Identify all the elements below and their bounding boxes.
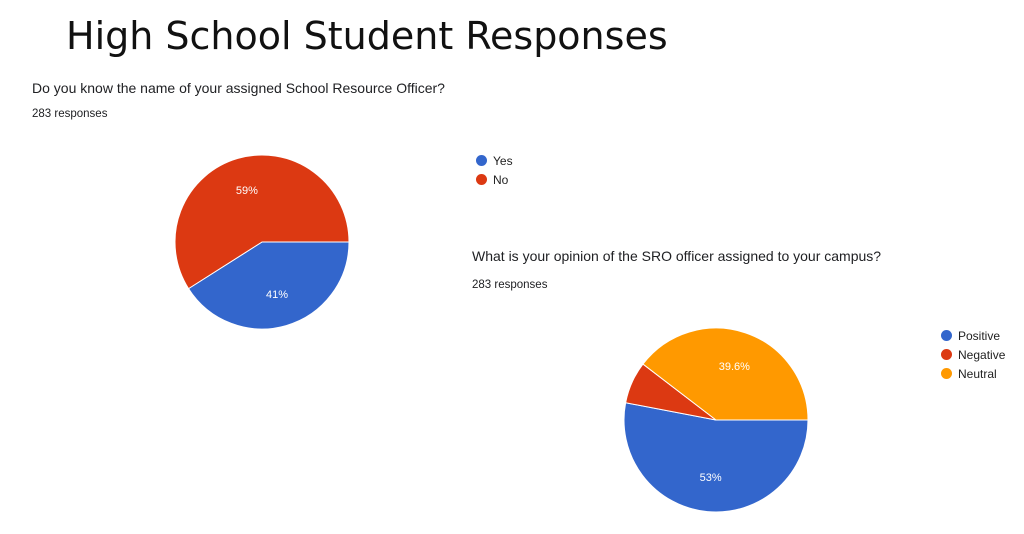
legend-label: Yes	[493, 153, 513, 168]
chart-1-response-count: 283 responses	[32, 108, 108, 120]
chart-1-legend: Yes No	[476, 151, 513, 189]
legend-item-yes: Yes	[476, 151, 513, 170]
legend-item-no: No	[476, 170, 513, 189]
chart-2-question: What is your opinion of the SRO officer …	[472, 248, 882, 264]
legend-swatch	[476, 174, 487, 185]
legend-label: Positive	[958, 328, 1001, 343]
pie-label-yes: 41%	[266, 289, 288, 301]
chart-1-question: Do you know the name of your assigned Sc…	[32, 80, 445, 96]
slide-title: High School Student Responses	[66, 14, 668, 58]
legend-swatch	[476, 155, 487, 166]
legend-swatch	[941, 349, 952, 360]
legend-swatch	[941, 368, 952, 379]
pie-label-neutral: 39.6%	[719, 361, 750, 373]
chart-2-response-count: 283 responses	[472, 279, 548, 291]
pie-label-positive: 53%	[700, 472, 722, 484]
legend-label: Neutral	[958, 366, 997, 381]
pie-slice-neutral	[642, 327, 809, 421]
pie-label-no: 59%	[236, 185, 258, 197]
legend-item-neutral: Neutral	[941, 364, 1005, 383]
legend-swatch	[941, 330, 952, 341]
legend-label: Negative	[958, 347, 1006, 362]
legend-item-negative: Negative	[941, 345, 1005, 364]
pie-slice-no	[174, 154, 350, 290]
chart-2-legend: Positive Negative Neutral	[941, 326, 1005, 383]
legend-item-positive: Positive	[941, 326, 1005, 345]
legend-label: No	[493, 172, 509, 187]
pie-slice-positive	[623, 402, 809, 513]
